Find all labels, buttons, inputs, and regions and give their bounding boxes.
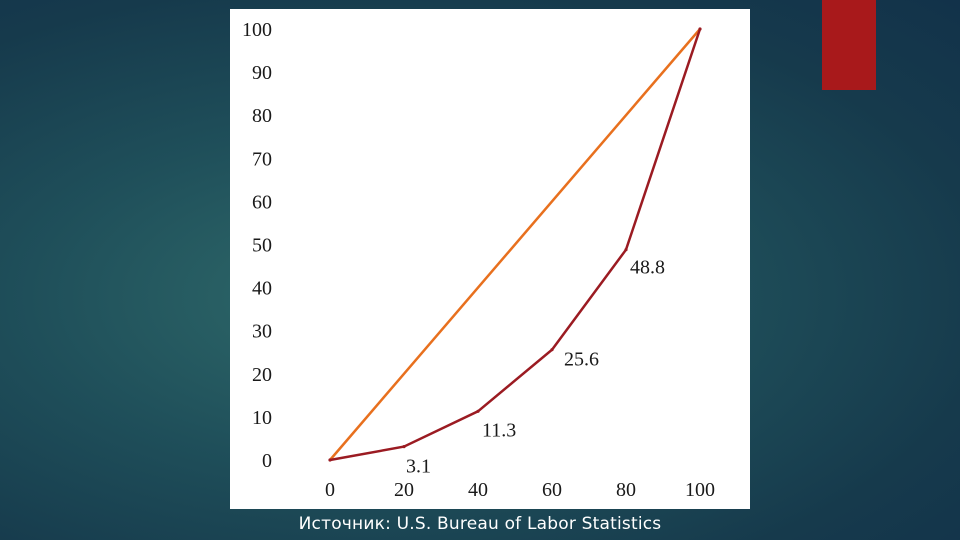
- data-label: 25.6: [564, 349, 599, 371]
- lorenz-point: [698, 27, 702, 31]
- lorenz-point: [328, 458, 332, 462]
- y-tick-label: 20: [252, 364, 272, 386]
- equality-line: [329, 28, 701, 461]
- lorenz-point: [550, 348, 554, 352]
- data-label: 48.8: [630, 257, 665, 279]
- x-tick-label: 60: [542, 479, 562, 501]
- source-note: Источник: U.S. Bureau of Labor Statistic…: [298, 514, 662, 534]
- lorenz-curve: [329, 28, 702, 462]
- y-tick-label: 60: [252, 191, 272, 213]
- lorenz-point: [624, 248, 628, 252]
- y-tick-label: 10: [252, 407, 272, 429]
- x-tick-label: 20: [394, 479, 414, 501]
- y-tick-label: 80: [252, 105, 272, 127]
- red-accent-bar: [822, 0, 876, 90]
- x-tick-label: 0: [325, 479, 335, 501]
- y-tick-label: 50: [252, 235, 272, 257]
- data-label: 11.3: [482, 419, 516, 441]
- x-tick-label: 80: [616, 479, 636, 501]
- lorenz-chart: 0 10 20 30 40 50 60 70 80 90 100 0 20 40 60 80 100 3.1 11.…: [242, 19, 715, 501]
- y-tick-label: 30: [252, 321, 272, 343]
- y-tick-label: 70: [252, 148, 272, 170]
- y-tick-label: 40: [252, 278, 272, 300]
- lorenz-point: [476, 409, 480, 413]
- x-tick-label: 40: [468, 479, 488, 501]
- y-tick-label: 0: [262, 450, 272, 472]
- lorenz-point: [402, 445, 406, 449]
- y-tick-label: 90: [252, 62, 272, 84]
- x-tick-label: 100: [685, 479, 715, 501]
- y-tick-label: 100: [242, 19, 272, 41]
- chart-panel: 0 10 20 30 40 50 60 70 80 90 100 0 20 40 60 80 100 3.1 11.…: [230, 9, 750, 509]
- data-label: 3.1: [406, 456, 431, 478]
